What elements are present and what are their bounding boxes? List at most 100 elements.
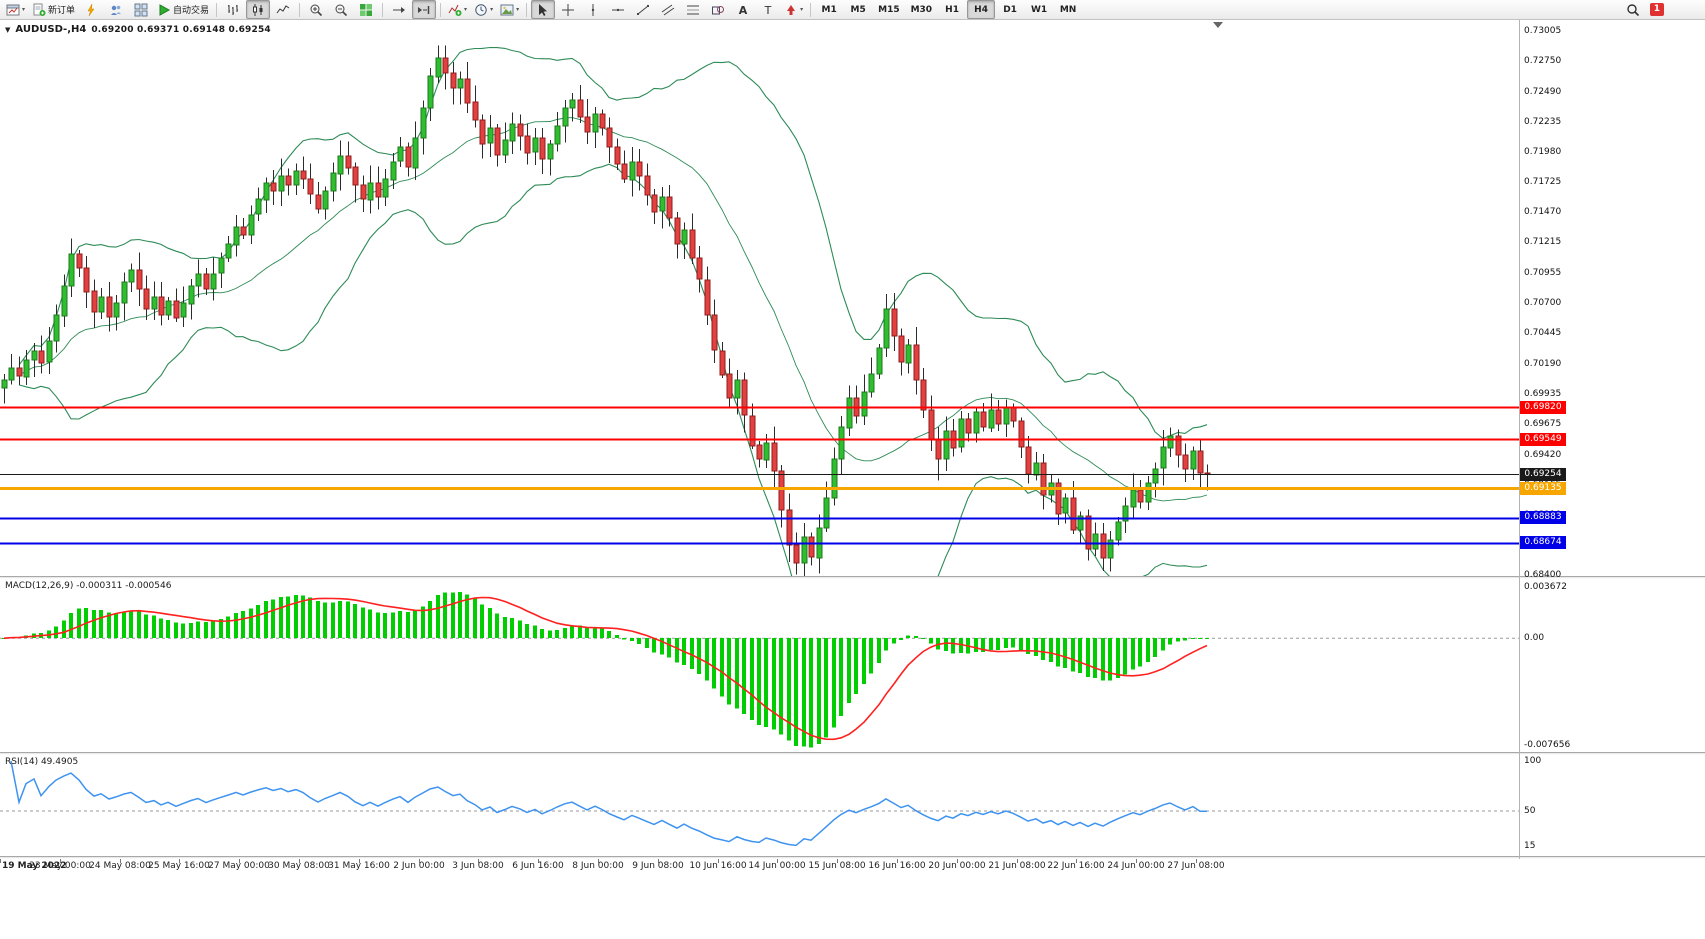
- vertical-line-button[interactable]: [581, 0, 605, 19]
- symbol-dropdown-icon[interactable]: ▼: [5, 25, 11, 34]
- time-axis-label: 10 Jun 16:00: [689, 861, 747, 871]
- time-axis-label: 31 May 16:00: [328, 861, 390, 871]
- crosshair-icon: [561, 3, 575, 17]
- timeframe-m5-label: M5: [850, 4, 866, 15]
- shapes-icon: [711, 3, 725, 17]
- horizontal-line-button[interactable]: [606, 0, 630, 19]
- resistance-line-price-label: 0.69820: [1520, 400, 1566, 414]
- price-tick-label: 0.70445: [1524, 328, 1562, 339]
- auto-scroll-button[interactable]: [387, 0, 411, 19]
- timeframe-m5[interactable]: M5: [844, 0, 872, 19]
- time-axis-label: 21 Jun 08:00: [988, 861, 1046, 871]
- rsi-label: RSI(14) 49.4905: [5, 757, 79, 767]
- timeframe-d1[interactable]: D1: [996, 0, 1024, 19]
- macd-histogram: [2, 592, 1209, 748]
- time-tick-mark: [658, 859, 659, 863]
- label-button[interactable]: T: [756, 0, 780, 19]
- time-tick-mark: [478, 859, 479, 863]
- new-chart-button[interactable]: ▾: [3, 0, 28, 19]
- trendline-button[interactable]: [631, 0, 655, 19]
- candle-chart-button[interactable]: [246, 0, 271, 19]
- panel-splitter[interactable]: [0, 856, 1705, 859]
- time-axis-label: 22 Jun 16:00: [1047, 861, 1105, 871]
- bollinger-upper-line: [18, 46, 1208, 440]
- templates-button[interactable]: ▾: [497, 0, 522, 19]
- cursor-button[interactable]: [531, 0, 556, 19]
- accounts-button[interactable]: [104, 0, 128, 19]
- chart-grid-icon: [134, 3, 148, 17]
- price-tick-label: 0.69420: [1524, 449, 1562, 460]
- time-axis-label: 15 Jun 08:00: [808, 861, 866, 871]
- notifications-badge[interactable]: 1: [1649, 3, 1664, 16]
- symbol-period-label: AUDUSD-,H4: [15, 24, 87, 35]
- price-tick-label: 0.72750: [1524, 56, 1562, 67]
- new-order-button[interactable]: 新订单: [29, 0, 78, 19]
- new-order-button-label: 新订单: [48, 6, 76, 16]
- arrows-button[interactable]: ▾: [781, 0, 806, 19]
- support-line-price-label: 0.69135: [1520, 481, 1566, 495]
- time-axis-label: 6 Jun 16:00: [512, 861, 564, 871]
- timeframe-m15[interactable]: M15: [873, 0, 904, 19]
- support-line-price-label: 0.68674: [1520, 536, 1566, 550]
- timeframe-m1[interactable]: M1: [815, 0, 843, 19]
- timeframe-h1[interactable]: H1: [938, 0, 966, 19]
- toolbar-separator: [299, 2, 301, 17]
- macd-canvas[interactable]: [0, 579, 1705, 753]
- indicators-button[interactable]: ▾: [445, 0, 470, 19]
- zoom-out-button[interactable]: [329, 0, 353, 19]
- charts-tile-button[interactable]: [129, 0, 153, 19]
- text-a-icon: A: [736, 3, 750, 17]
- dropdown-caret-icon: ▾: [22, 5, 26, 13]
- chart-shift-marker[interactable]: [1213, 22, 1223, 28]
- timeframe-m30[interactable]: M30: [906, 0, 937, 19]
- price-tick-label: 0.72490: [1524, 86, 1562, 97]
- time-tick-mark: [957, 859, 958, 863]
- timeframe-mn[interactable]: MN: [1054, 0, 1082, 19]
- auto-trading-button[interactable]: 自动交易: [154, 0, 212, 19]
- zoom-out-icon: [334, 3, 348, 17]
- channel-button[interactable]: [656, 0, 680, 19]
- zoom-in-button[interactable]: [304, 0, 328, 19]
- indicator-plus-icon: [448, 3, 462, 17]
- timeframe-h4[interactable]: H4: [967, 0, 996, 19]
- panel-splitter[interactable]: [0, 752, 1705, 755]
- cursor-icon: [536, 3, 550, 17]
- toolbar-separator: [526, 2, 528, 17]
- support-line-price-label: 0.68883: [1520, 511, 1566, 525]
- price-tick-label: 0.70190: [1524, 358, 1562, 369]
- line-chart-button[interactable]: [271, 0, 295, 19]
- timeframe-w1[interactable]: W1: [1025, 0, 1053, 19]
- search-button[interactable]: [1621, 0, 1645, 19]
- time-tick-mark: [777, 859, 778, 863]
- periods-button[interactable]: ▾: [471, 0, 496, 19]
- price-tick-label: 0.71725: [1524, 177, 1562, 188]
- shapes-button[interactable]: [706, 0, 730, 19]
- macd-tick-label: 0.00: [1524, 633, 1545, 644]
- time-axis-label: 30 May 08:00: [268, 861, 330, 871]
- time-axis-label: 23 May 00:00: [29, 861, 91, 871]
- fibonacci-button[interactable]: [681, 0, 705, 19]
- text-button[interactable]: A: [731, 0, 755, 19]
- time-tick-mark: [60, 859, 61, 863]
- rsi-canvas[interactable]: [0, 755, 1705, 857]
- crosshair-button[interactable]: [556, 0, 580, 19]
- price-tick-label: 0.68400: [1524, 570, 1562, 580]
- time-tick-mark: [299, 859, 300, 863]
- time-axis-label: 20 Jun 00:00: [928, 861, 986, 871]
- auto-scroll-icon: [392, 3, 406, 17]
- main-chart-canvas[interactable]: [0, 20, 1705, 577]
- chart-shift-button[interactable]: [412, 0, 437, 19]
- bar-chart-button[interactable]: [221, 0, 245, 19]
- timeframe-m30-label: M30: [910, 4, 933, 15]
- time-tick-mark: [598, 859, 599, 863]
- market-watch-button[interactable]: [79, 0, 103, 19]
- chart-title: ▼ AUDUSD-,H4 0.69200 0.69371 0.69148 0.6…: [5, 24, 271, 35]
- price-tick-label: 0.69935: [1524, 388, 1562, 399]
- timeframe-d1-label: D1: [1003, 4, 1017, 15]
- tile-windows-button[interactable]: [354, 0, 378, 19]
- panel-splitter[interactable]: [0, 576, 1705, 579]
- timeframe-w1-label: W1: [1030, 4, 1048, 15]
- people-icon: [109, 3, 123, 17]
- rsi-tick-label: 50: [1524, 806, 1536, 816]
- current-price-line-price-label: 0.69254: [1520, 467, 1566, 481]
